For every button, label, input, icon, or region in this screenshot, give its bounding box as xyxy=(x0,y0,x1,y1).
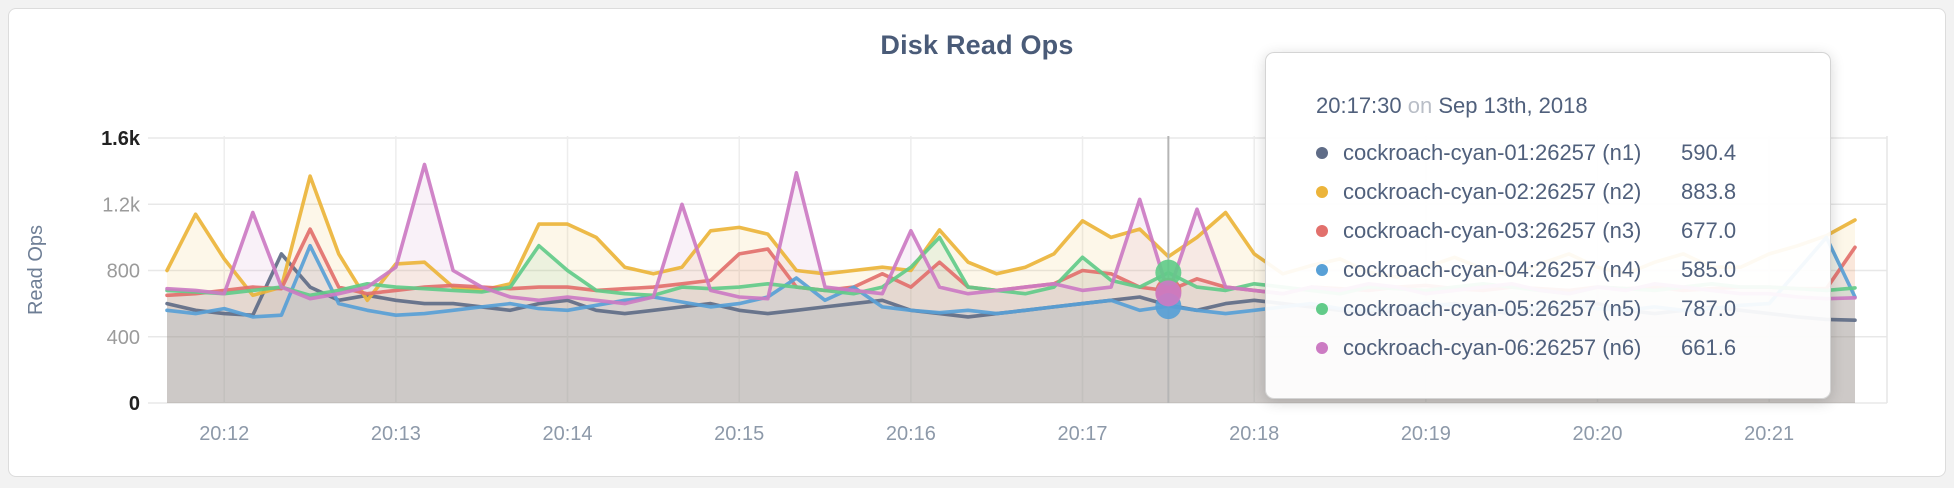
series-color-dot-icon xyxy=(1316,224,1328,237)
y-tick-label: 0 xyxy=(129,393,140,415)
tooltip-series-label: cockroach-cyan-04:26257 (n4) xyxy=(1343,256,1642,282)
x-tick-label: 20:14 xyxy=(543,423,593,445)
hover-dot-n5 xyxy=(1155,259,1182,286)
tooltip-row: cockroach-cyan-04:26257 (n4) 585.0 xyxy=(1316,250,1806,289)
x-tick-label: 20:18 xyxy=(1229,423,1279,445)
tooltip-header: 20:17:30 on Sep 13th, 2018 xyxy=(1316,93,1806,119)
tooltip-series-label: cockroach-cyan-05:26257 (n5) xyxy=(1343,295,1642,321)
chart-tooltip: 20:17:30 on Sep 13th, 2018 cockroach-cya… xyxy=(1265,52,1831,399)
tooltip-series-value: 677.0 xyxy=(1681,217,1737,243)
tooltip-row: cockroach-cyan-05:26257 (n5) 787.0 xyxy=(1316,289,1806,328)
chart-title: Disk Read Ops xyxy=(880,30,1074,60)
tooltip-time: 20:17:30 xyxy=(1316,93,1402,118)
x-tick-label: 20:12 xyxy=(199,423,249,445)
series-color-dot-icon xyxy=(1316,185,1328,198)
x-tick-label: 20:13 xyxy=(371,423,421,445)
tooltip-series-value: 585.0 xyxy=(1681,256,1737,282)
tooltip-row: cockroach-cyan-02:26257 (n2) 883.8 xyxy=(1316,172,1806,211)
y-tick-label: 1.2k xyxy=(102,194,141,216)
y-axis-title: Read Ops xyxy=(25,225,47,315)
tooltip-series-label: cockroach-cyan-02:26257 (n2) xyxy=(1343,178,1642,204)
tooltip-rows: cockroach-cyan-01:26257 (n1) 590.4 cockroa… xyxy=(1316,133,1806,367)
series-color-dot-icon xyxy=(1316,263,1328,276)
tooltip-on-word: on xyxy=(1407,93,1433,118)
series-color-dot-icon xyxy=(1316,341,1328,354)
x-tick-label: 20:21 xyxy=(1744,423,1794,445)
tooltip-series-label: cockroach-cyan-03:26257 (n3) xyxy=(1343,217,1642,243)
tooltip-row: cockroach-cyan-03:26257 (n3) 677.0 xyxy=(1316,211,1806,250)
tooltip-date: Sep 13th, 2018 xyxy=(1438,93,1588,118)
tooltip-series-value: 883.8 xyxy=(1681,178,1737,204)
tooltip-series-value: 590.4 xyxy=(1681,139,1737,165)
y-tick-label: 800 xyxy=(107,261,140,283)
x-tick-label: 20:19 xyxy=(1401,423,1451,445)
tooltip-series-label: cockroach-cyan-06:26257 (n6) xyxy=(1343,334,1642,360)
x-tick-label: 20:17 xyxy=(1057,423,1107,445)
hover-dot-n6 xyxy=(1155,280,1182,307)
x-tick-label: 20:20 xyxy=(1572,423,1622,445)
tooltip-row: cockroach-cyan-06:26257 (n6) 661.6 xyxy=(1316,328,1806,367)
y-tick-label: 1.6k xyxy=(101,128,141,150)
series-color-dot-icon xyxy=(1316,302,1328,315)
tooltip-series-value: 661.6 xyxy=(1681,334,1737,360)
tooltip-row: cockroach-cyan-01:26257 (n1) 590.4 xyxy=(1316,133,1806,172)
tooltip-series-value: 787.0 xyxy=(1681,295,1737,321)
y-tick-label: 400 xyxy=(107,327,140,349)
x-tick-label: 20:15 xyxy=(714,423,764,445)
x-tick-label: 20:16 xyxy=(886,423,936,445)
series-color-dot-icon xyxy=(1316,146,1328,159)
tooltip-series-label: cockroach-cyan-01:26257 (n1) xyxy=(1343,139,1642,165)
